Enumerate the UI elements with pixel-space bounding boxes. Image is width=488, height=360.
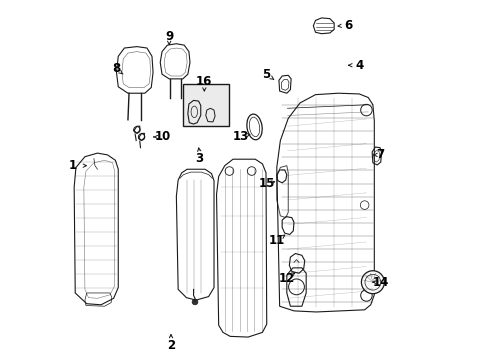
Text: 12: 12 <box>278 272 294 285</box>
Text: 8: 8 <box>112 62 121 75</box>
Text: 11: 11 <box>268 234 285 247</box>
Circle shape <box>192 299 198 305</box>
Text: 16: 16 <box>196 75 212 88</box>
Text: 7: 7 <box>376 148 384 161</box>
Text: 2: 2 <box>166 339 175 352</box>
Text: 10: 10 <box>154 130 170 144</box>
Bar <box>183 84 228 126</box>
Text: 3: 3 <box>195 152 203 165</box>
Circle shape <box>361 271 384 294</box>
Text: 9: 9 <box>165 30 173 43</box>
Text: 1: 1 <box>68 159 76 172</box>
Text: 5: 5 <box>262 68 269 81</box>
Text: 6: 6 <box>344 19 352 32</box>
Text: 15: 15 <box>258 177 275 190</box>
Text: 13: 13 <box>232 130 248 144</box>
Text: 4: 4 <box>354 59 363 72</box>
Text: 14: 14 <box>372 276 388 289</box>
